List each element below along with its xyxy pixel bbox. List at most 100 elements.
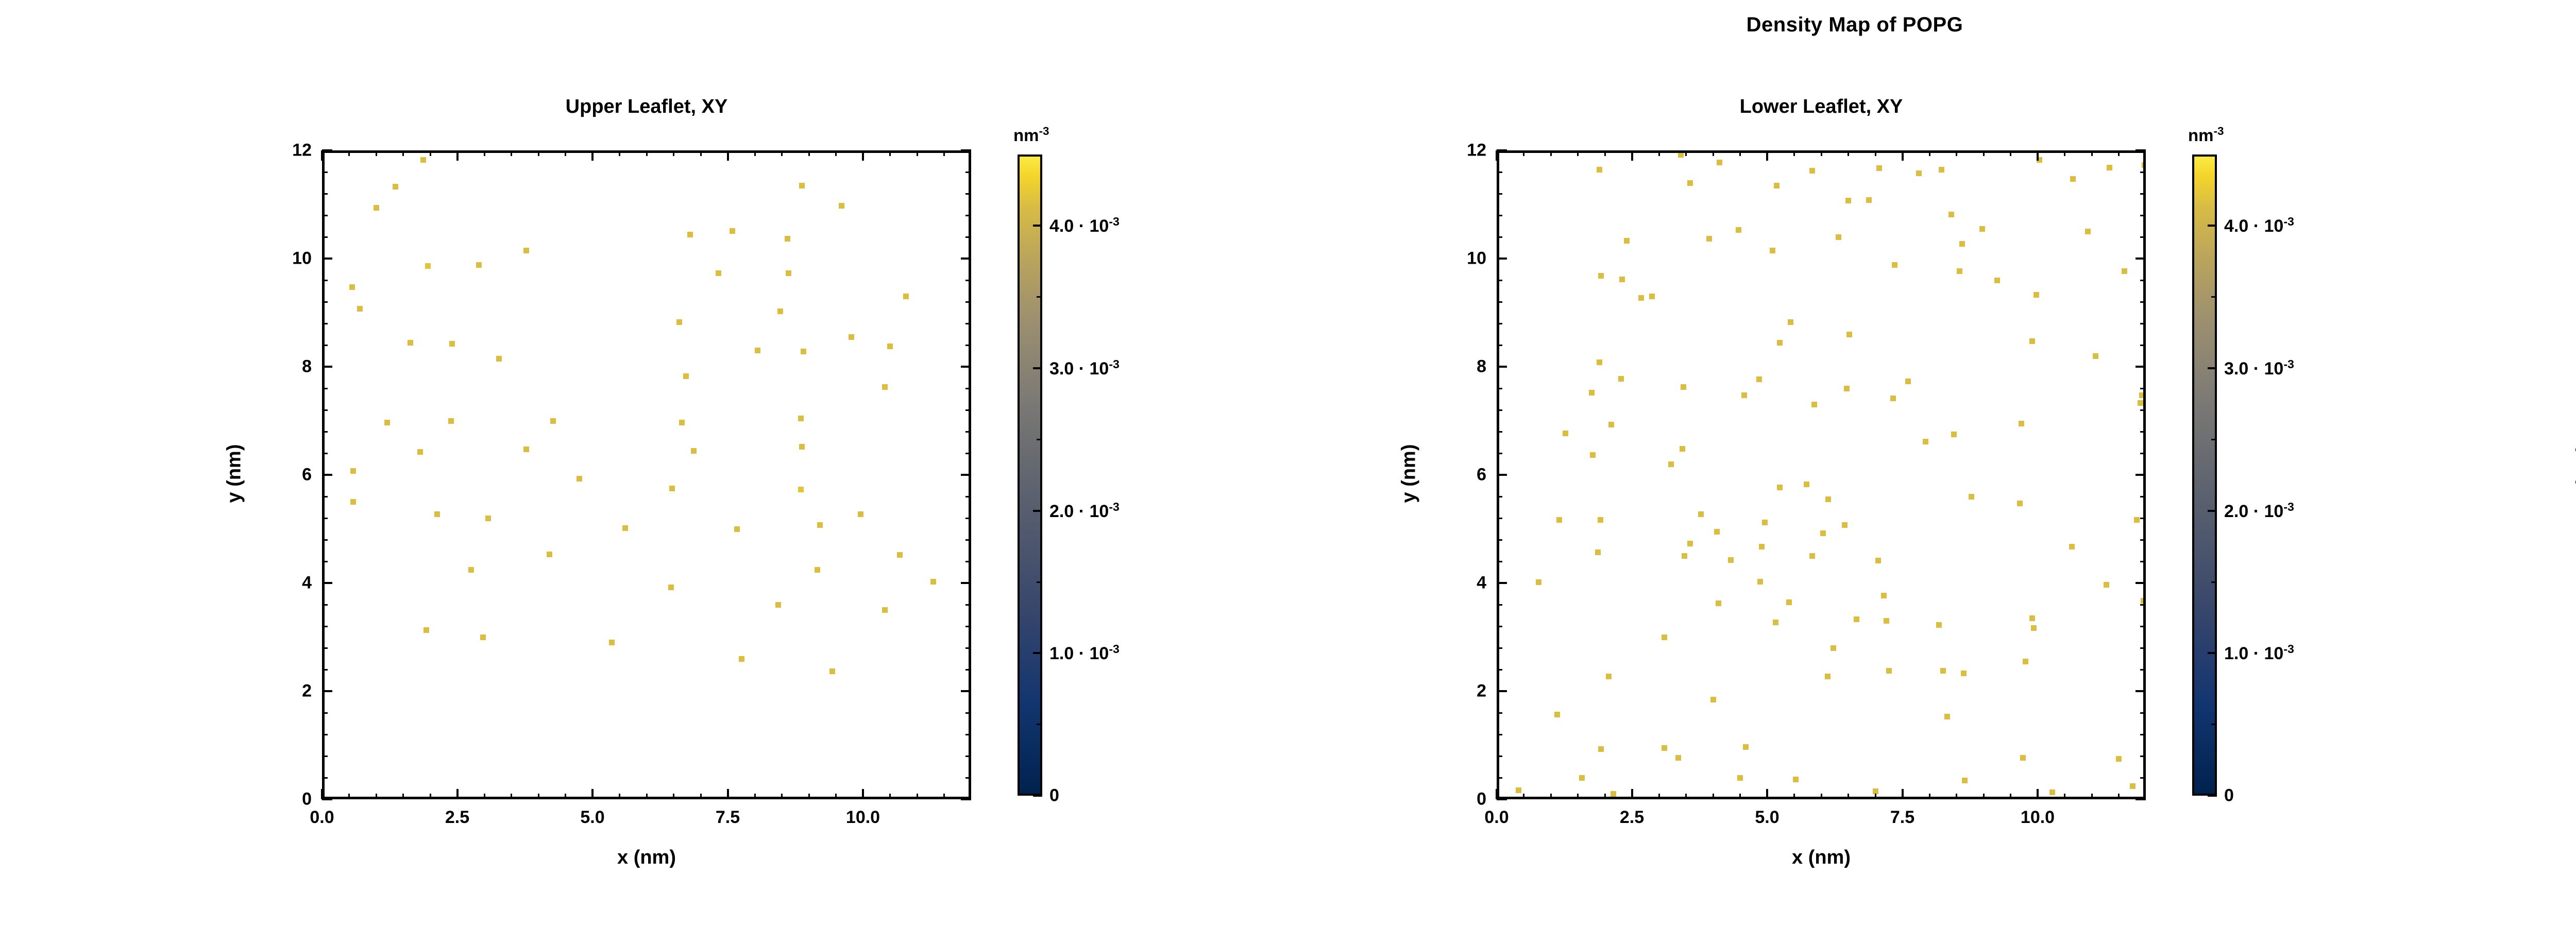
x-tick-minor [1793, 794, 1795, 799]
data-point [1761, 520, 1768, 526]
y-tick-label: 6 [1477, 465, 1486, 485]
data-point [1589, 452, 1596, 458]
colorbar-1[interactable] [2192, 154, 2217, 796]
y-tick-minor-right [2140, 755, 2146, 757]
figure-suptitle: Density Map of POPG [1746, 13, 1963, 36]
y-axis-label: y (nm) [1398, 444, 1420, 503]
y-axis-label: z (nm) [2572, 444, 2576, 503]
x-tick-major-top [591, 150, 594, 161]
y-tick-minor [322, 409, 328, 411]
y-tick-minor-right [965, 777, 971, 779]
y-tick-major-right [2136, 582, 2146, 584]
x-tick-minor [1577, 794, 1579, 799]
data-point [882, 384, 888, 390]
y-tick-minor-right [2140, 409, 2146, 411]
data-point [930, 578, 937, 585]
data-point [434, 511, 440, 518]
y-tick-minor-right [965, 236, 971, 238]
y-tick-minor-right [2140, 301, 2146, 303]
data-point [1535, 579, 1541, 585]
data-point [1588, 390, 1595, 396]
x-tick-minor-top [1604, 150, 1606, 156]
y-tick-minor [322, 668, 328, 671]
data-point [1891, 262, 1897, 268]
data-point [546, 552, 552, 558]
colorbar-tick-minor [1037, 724, 1042, 726]
y-tick-major-right [961, 690, 971, 692]
y-tick-label: 8 [302, 356, 312, 376]
y-tick-major-right [2136, 149, 2146, 151]
data-point [1773, 183, 1780, 188]
y-tick-major [322, 258, 332, 260]
data-point [622, 525, 628, 531]
data-point [384, 419, 390, 425]
data-point [1677, 153, 1684, 158]
x-tick-minor-top [1982, 150, 1985, 156]
y-tick-minor-right [965, 560, 971, 562]
data-point [1811, 402, 1818, 408]
data-point [1776, 484, 1783, 490]
y-tick-minor-right [2140, 539, 2146, 541]
data-point [2093, 353, 2099, 359]
data-point [1618, 375, 1624, 382]
x-tick-minor-top [619, 150, 620, 156]
x-tick-minor-top [429, 150, 431, 156]
colorbar-tick-label: 4.0 · 10-3 [1049, 215, 1120, 236]
data-point [775, 602, 781, 608]
x-tick-major [1901, 789, 1904, 799]
data-point [1940, 667, 1946, 674]
y-tick-major-right [2136, 366, 2146, 368]
colorbar-tick-minor [2211, 581, 2217, 583]
y-tick-minor [322, 560, 328, 562]
data-point [669, 486, 675, 491]
plot-area-0[interactable] [322, 150, 971, 799]
y-tick-major [322, 149, 332, 151]
y-tick-minor [1497, 409, 1502, 411]
y-tick-minor [322, 322, 328, 324]
data-point [1717, 159, 1723, 165]
colorbar-0[interactable] [1018, 154, 1042, 796]
data-point [496, 356, 502, 362]
data-point [373, 205, 379, 211]
colorbar-unit-label: nm-3 [1013, 125, 1049, 145]
y-tick-minor [1497, 452, 1502, 454]
data-point [2129, 783, 2136, 789]
x-tick-minor-top [916, 150, 918, 156]
y-tick-label: 4 [1477, 573, 1486, 593]
y-axis-label: y (nm) [223, 444, 245, 503]
data-point [1556, 517, 1562, 523]
data-point [2085, 229, 2091, 235]
colorbar-tick [1033, 795, 1042, 797]
data-point [2029, 615, 2036, 621]
y-tick-minor [322, 431, 328, 433]
y-tick-minor-right [965, 604, 971, 606]
x-tick-major-top [1631, 150, 1633, 161]
y-tick-major [1497, 798, 1507, 800]
plot-area-1[interactable] [1497, 150, 2146, 799]
y-tick-major [322, 582, 332, 584]
data-point [1662, 745, 1668, 751]
data-point [1804, 481, 1810, 487]
data-point [468, 566, 474, 573]
colorbar-tick [2208, 509, 2217, 512]
data-point [1787, 319, 1793, 325]
y-tick-minor [322, 495, 328, 497]
data-point [838, 202, 844, 209]
x-tick-major [321, 789, 323, 799]
x-tick-minor-top [537, 150, 539, 156]
y-tick-label: 2 [1477, 681, 1486, 701]
x-tick-minor-top [835, 150, 837, 156]
data-point [1876, 165, 1883, 171]
data-point [1845, 198, 1852, 204]
y-tick-minor-right [965, 344, 971, 346]
data-point [448, 418, 454, 424]
y-tick-minor-right [2140, 431, 2146, 433]
colorbar-tick-minor [1037, 581, 1042, 583]
colorbar-tick-minor [2211, 724, 2217, 726]
data-point [485, 515, 492, 521]
y-tick-minor-right [965, 495, 971, 497]
y-tick-minor-right [2140, 560, 2146, 562]
data-point [1710, 696, 1716, 702]
x-tick-major [726, 789, 729, 799]
x-tick-label: 10.0 [845, 808, 880, 827]
